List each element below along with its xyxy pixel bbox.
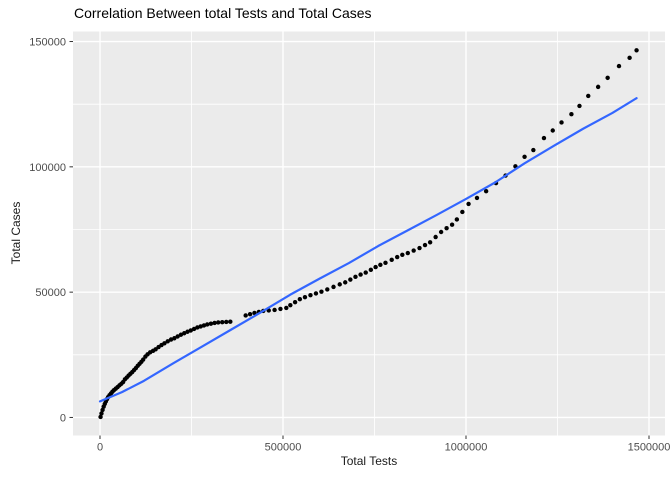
data-point <box>272 307 277 313</box>
data-point <box>172 336 177 341</box>
data-point <box>243 313 248 318</box>
data-point <box>98 414 103 420</box>
y-tick-label: 0 <box>60 412 66 424</box>
data-point <box>569 112 574 117</box>
data-point <box>460 209 465 215</box>
data-point <box>541 135 547 141</box>
data-point <box>417 245 422 251</box>
data-point <box>373 264 378 270</box>
data-point <box>550 128 555 133</box>
x-axis-title: Total Tests <box>340 454 398 468</box>
grid-major <box>73 31 665 436</box>
grid-minor <box>73 31 665 436</box>
x-tick-labels: 0 500000 1000000 1500000 <box>97 442 670 454</box>
data-point <box>411 248 416 253</box>
data-point <box>383 260 388 266</box>
data-point <box>378 262 383 268</box>
y-tick-label: 50000 <box>35 287 66 299</box>
scatter-points <box>98 48 639 420</box>
data-point <box>252 310 257 316</box>
data-point <box>363 270 368 275</box>
plot-title: Correlation Between total Tests and Tota… <box>74 5 372 21</box>
data-point <box>438 229 444 235</box>
data-point <box>331 284 336 290</box>
data-point <box>454 217 460 222</box>
data-point <box>395 254 400 260</box>
data-point <box>247 311 253 317</box>
data-point <box>444 226 449 231</box>
data-point <box>595 84 601 90</box>
data-point <box>400 252 405 258</box>
data-point <box>325 287 330 292</box>
data-point <box>422 242 428 248</box>
data-point <box>212 320 217 326</box>
data-point <box>605 75 610 81</box>
data-point <box>389 257 394 263</box>
axis-ticks <box>69 41 650 439</box>
data-point <box>181 331 187 336</box>
data-point <box>483 188 489 194</box>
data-point <box>559 120 564 125</box>
data-point <box>358 272 363 277</box>
data-point <box>522 154 527 160</box>
data-point <box>353 274 358 280</box>
x-tick-label: 1000000 <box>445 442 488 454</box>
data-point <box>284 305 289 311</box>
y-tick-labels: 0 50000 100000 150000 <box>29 37 66 425</box>
data-point <box>427 240 433 245</box>
data-point <box>616 63 622 69</box>
y-tick-label: 100000 <box>29 162 66 174</box>
panel-background <box>73 31 665 436</box>
data-point <box>302 294 308 300</box>
x-tick-label: 1500000 <box>628 442 671 454</box>
data-point <box>474 195 480 201</box>
data-point <box>162 341 167 346</box>
data-point <box>165 339 170 344</box>
data-point <box>99 411 104 416</box>
smooth-line <box>98 97 638 403</box>
data-point <box>577 103 582 109</box>
data-point <box>319 289 324 294</box>
data-point <box>208 321 214 326</box>
data-point <box>288 302 293 308</box>
data-point <box>343 280 348 285</box>
data-point <box>466 201 471 207</box>
data-point <box>433 234 438 240</box>
data-point <box>175 334 180 339</box>
data-point <box>634 48 639 53</box>
data-point <box>216 320 221 325</box>
data-point <box>348 277 353 282</box>
x-tick-label: 0 <box>97 442 103 454</box>
data-point <box>531 147 536 153</box>
data-point <box>586 93 591 99</box>
data-point <box>368 267 374 273</box>
data-point <box>224 319 229 325</box>
data-point <box>228 319 233 324</box>
data-point <box>449 222 455 227</box>
data-point <box>191 326 197 332</box>
data-point <box>297 296 303 302</box>
data-point <box>627 55 632 61</box>
data-point <box>308 292 313 298</box>
data-point <box>337 282 342 287</box>
data-point <box>220 320 225 325</box>
data-point <box>178 332 184 337</box>
data-point <box>313 291 319 296</box>
data-point <box>188 328 193 333</box>
data-point <box>205 322 210 327</box>
data-point <box>292 299 298 305</box>
y-tick-label: 150000 <box>29 37 66 49</box>
data-point <box>278 306 283 312</box>
data-point <box>405 250 411 256</box>
y-axis-title: Total Cases <box>9 201 23 265</box>
x-tick-label: 500000 <box>265 442 302 454</box>
